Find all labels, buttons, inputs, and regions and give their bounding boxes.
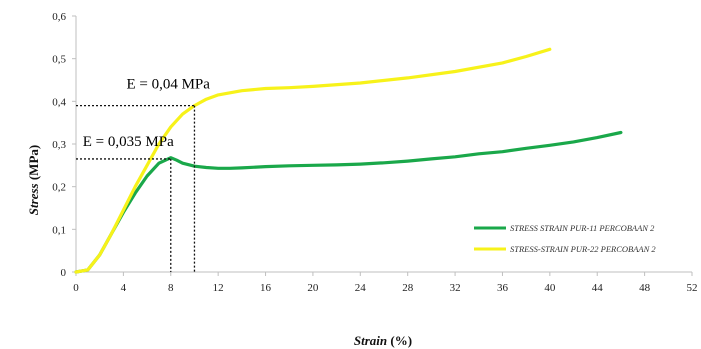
x-tick-label: 40 (544, 282, 556, 294)
y-axis-title-main: Stress (26, 183, 41, 215)
x-tick-label: 16 (260, 282, 272, 294)
x-axis-title-unit: (%) (387, 333, 412, 348)
x-tick-label: 36 (497, 282, 509, 294)
y-tick-label: 0,2 (52, 182, 66, 194)
y-tick-label: 0,1 (52, 224, 66, 236)
y-axis-title: Stress (MPa) (26, 145, 41, 215)
y-tick-label: 0,3 (52, 139, 66, 151)
annotation-label-2: E = 0,035 MPa (83, 134, 174, 150)
y-tick-label: 0,6 (52, 11, 66, 23)
x-tick-label: 4 (121, 282, 127, 294)
x-tick-label: 48 (639, 282, 651, 294)
x-tick-label: 32 (450, 282, 461, 294)
y-axis-title-unit: (MPa) (26, 145, 41, 184)
x-tick-label: 28 (402, 282, 414, 294)
x-axis-title-main: Strain (354, 333, 387, 348)
y-tick-label: 0 (61, 267, 67, 279)
plot-area: 0 4 8 12 16 20 24 28 32 36 40 44 48 5200,10,20,30,40,… (52, 11, 697, 294)
legend-label-2: STRESS-STRAIN PUR-22 PERCOBAAN 2 (510, 244, 656, 254)
x-tick-label: 44 (592, 282, 604, 294)
series-line-1 (74, 130, 623, 274)
y-tick-label: 0,5 (52, 54, 66, 66)
annotation-label-1: E = 0,04 MPa (126, 77, 210, 93)
x-axis-title: Strain (%) (354, 333, 412, 348)
x-tick-label: 20 (307, 282, 319, 294)
x-tick-label: 8 (168, 282, 174, 294)
x-tick-label: 12 (213, 282, 224, 294)
x-tick-label: 24 (355, 282, 367, 294)
series-line-2 (74, 47, 552, 274)
x-tick-label: 0 (73, 282, 79, 294)
y-tick-label: 0,4 (52, 96, 66, 108)
legend-label-1: STRESS STRAIN PUR-11 PERCOBAAN 2 (510, 223, 655, 233)
x-tick-label: 52 (687, 282, 698, 294)
